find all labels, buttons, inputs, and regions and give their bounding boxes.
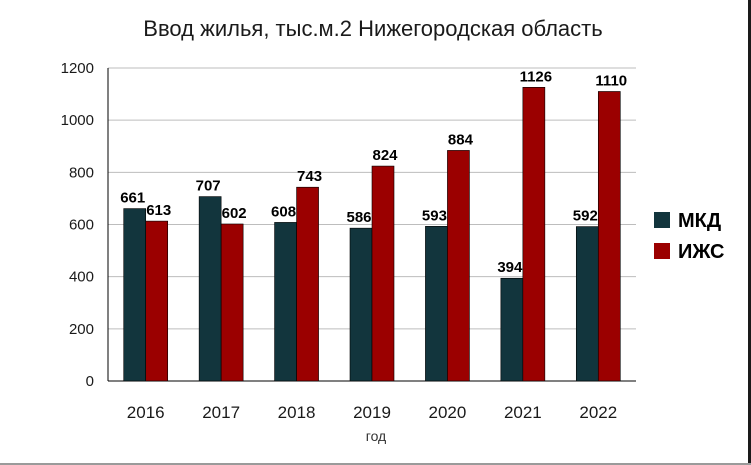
bar-mkd (575, 226, 599, 382)
bar-mkd (500, 277, 524, 382)
bar-izhs (597, 91, 621, 382)
y-tick-label: 600 (69, 217, 94, 234)
bar-mkd (274, 222, 297, 382)
bar-izhs (145, 220, 169, 382)
bar-izhs (447, 150, 470, 382)
bar-izhs (371, 165, 395, 382)
legend-label-izhs: ИЖС (678, 241, 724, 263)
y-tick-label: 400 (69, 269, 94, 286)
bar-izhs (296, 186, 319, 382)
y-tick-label: 800 (69, 164, 94, 181)
legend-label-mkd: МКД (678, 210, 721, 232)
x-axis-label: год (366, 428, 386, 444)
x-tick-label: 2019 (353, 403, 391, 422)
y-tick-label: 1000 (61, 112, 94, 129)
bar-mkd (349, 227, 373, 382)
data-label: 586 (346, 209, 371, 226)
data-label: 608 (271, 203, 296, 220)
y-tick-label: 1200 (61, 60, 94, 77)
y-tick-label: 200 (69, 321, 94, 338)
x-tick-label: 2016 (127, 403, 165, 422)
bar-mkd (425, 226, 448, 382)
bar-izhs (220, 223, 244, 382)
x-tick-label: 2022 (579, 403, 617, 422)
x-tick-label: 2017 (202, 403, 240, 422)
data-label: 884 (448, 131, 474, 148)
y-tick-label: 0 (86, 373, 94, 390)
bar-mkd (123, 208, 147, 382)
legend-swatch-mkd (654, 212, 670, 228)
bar-izhs (522, 87, 546, 382)
data-label: 613 (146, 202, 171, 219)
data-label: 661 (120, 190, 145, 207)
x-tick-label: 2018 (278, 403, 316, 422)
x-tick-label: 2020 (429, 403, 467, 422)
frame-edge-right (748, 0, 751, 465)
bar-mkd (198, 196, 222, 382)
data-label: 394 (497, 259, 523, 276)
legend-swatch-izhs (654, 243, 670, 259)
x-tick-label: 2021 (504, 403, 542, 422)
frame-edge-bottom (0, 463, 751, 465)
data-label: 602 (222, 205, 247, 222)
data-label: 1126 (520, 68, 553, 85)
data-label: 743 (297, 168, 322, 185)
data-label: 824 (372, 147, 398, 164)
data-label: 707 (196, 178, 221, 195)
data-label: 1110 (595, 72, 627, 89)
data-label: 593 (422, 207, 447, 224)
data-label: 592 (573, 208, 598, 225)
chart-title: Ввод жилья, тыс.м.2 Нижегородская област… (143, 16, 602, 41)
